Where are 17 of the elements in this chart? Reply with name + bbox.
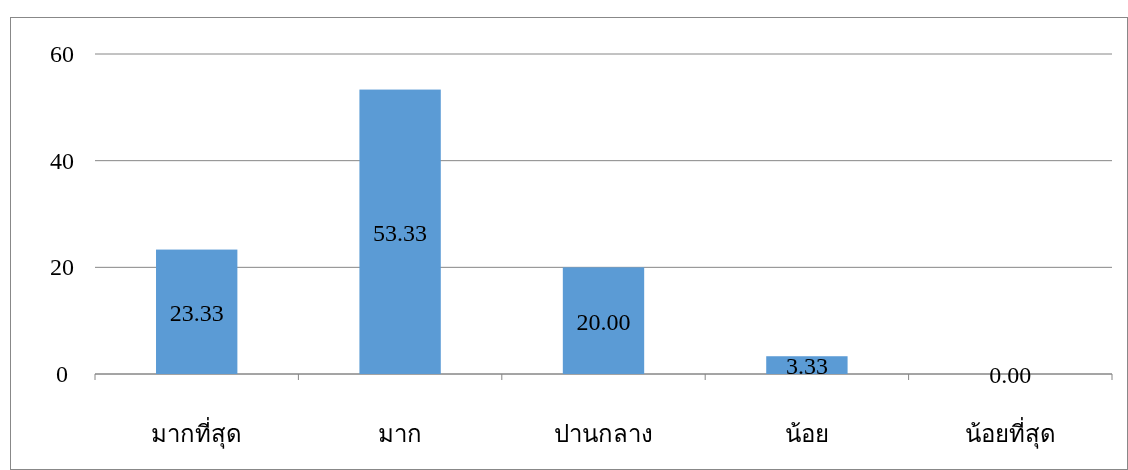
data-label: 0.00 [989,362,1032,388]
bar [156,249,238,374]
data-label: 20.00 [576,308,631,335]
y-tick-label: 60 [50,41,74,67]
data-label: 3.33 [785,353,828,380]
bar [562,267,645,374]
data-label: 23.33 [169,299,224,326]
x-tick-label: น้อย [784,421,829,447]
y-tick-label: 0 [56,361,68,387]
y-tick-label: 20 [50,254,74,281]
x-tick-label: มาก [378,421,423,447]
y-tick-label: 40 [50,147,74,174]
data-label: 53.33 [373,219,428,246]
x-tick-label: มากที่สุด [151,417,243,449]
x-tick-label: ปานกลาง [554,421,653,447]
x-tick-label: น้อยที่สุด [964,417,1056,449]
bar [359,89,441,374]
